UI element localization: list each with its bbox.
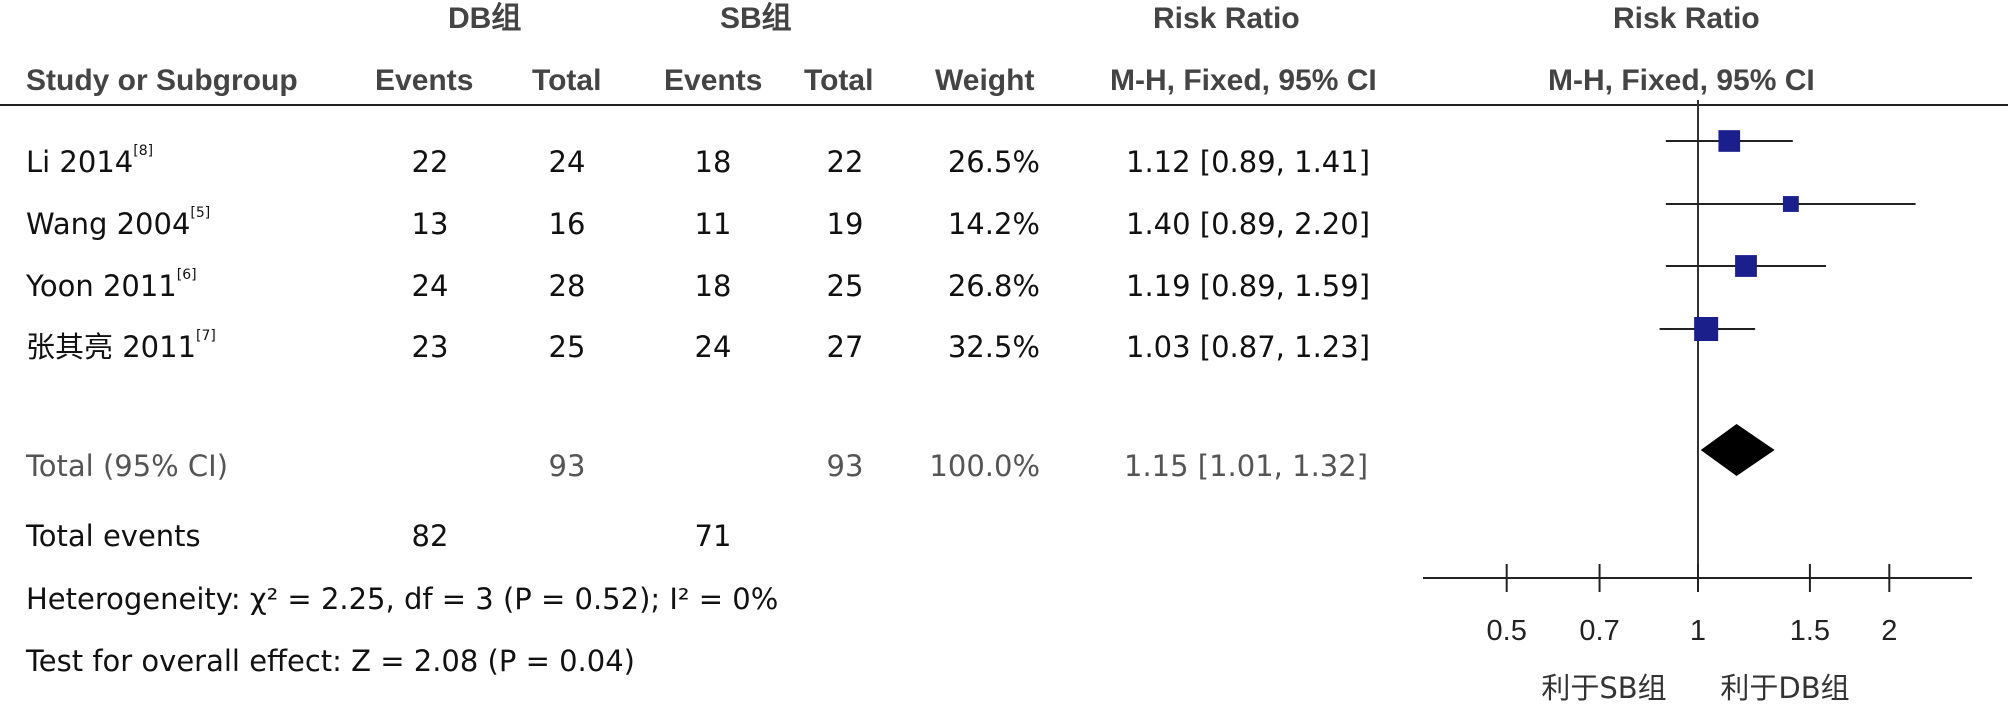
x-tick-label: 1.5: [1790, 615, 1830, 647]
overall-effect-text: Test for overall effect: Z = 2.08 (P = 0…: [26, 644, 635, 678]
study-marker: [1782, 196, 1799, 212]
study-events1: 13: [411, 207, 449, 241]
total-rr: 1.15 [1.01, 1.32]: [1124, 449, 1369, 483]
group2-header: SB组: [720, 2, 792, 35]
study-name: Li 2014[8]: [26, 143, 154, 179]
total-total1: 93: [548, 449, 586, 483]
favors-right-label: 利于DB组: [1720, 671, 1849, 705]
total1-column-header: Total: [532, 64, 602, 97]
weight-column-header: Weight: [935, 64, 1035, 97]
study-column-header: Study or Subgroup: [26, 64, 298, 97]
study-weight: 26.5%: [947, 145, 1040, 179]
study-weight: 26.8%: [947, 269, 1040, 303]
x-axis-ticks: 0.5 0.7 1 1.5 2: [1487, 564, 1897, 647]
study-events2: 18: [694, 145, 732, 179]
study-events1: 23: [411, 330, 449, 364]
study-weight: 14.2%: [947, 207, 1040, 241]
total-events-label: Total events: [26, 519, 201, 553]
events1-column-header: Events: [375, 64, 474, 97]
study-events2: 11: [694, 207, 732, 241]
group1-header: DB组: [448, 2, 522, 35]
total2-column-header: Total: [804, 64, 874, 97]
rr-ci-column-header: M-H, Fixed, 95% CI: [1110, 64, 1377, 97]
x-tick-label: 0.7: [1579, 615, 1619, 647]
header-rule: [0, 104, 2008, 106]
x-tick-label: 1: [1690, 615, 1706, 647]
total-events2: 71: [694, 519, 732, 553]
study-total2: 19: [826, 207, 864, 241]
total-weight: 100.0%: [929, 449, 1040, 483]
study-total1: 24: [548, 145, 586, 179]
study-total1: 28: [548, 269, 586, 303]
study-name: Wang 2004[5]: [26, 205, 211, 241]
total-total2: 93: [826, 449, 864, 483]
study-events2: 18: [694, 269, 732, 303]
study-rr: 1.19 [0.89, 1.59]: [1126, 269, 1371, 303]
study-rr: 1.40 [0.89, 2.20]: [1126, 207, 1371, 241]
events2-column-header: Events: [664, 64, 763, 97]
study-marker: [1718, 130, 1741, 152]
study-events1: 22: [411, 145, 449, 179]
x-tick-label: 0.5: [1487, 615, 1527, 647]
study-name: 张其亮 2011[7]: [26, 328, 216, 364]
total-label: Total (95% CI): [26, 449, 229, 483]
risk-ratio-header: Risk Ratio: [1153, 2, 1300, 35]
study-total1: 16: [548, 207, 586, 241]
plot-ci-header: M-H, Fixed, 95% CI: [1548, 64, 1815, 97]
favors-left-label: 利于SB组: [1541, 671, 1666, 705]
study-total1: 25: [548, 330, 586, 364]
study-events1: 24: [411, 269, 449, 303]
x-tick-label: 2: [1881, 615, 1897, 647]
study-total2: 25: [826, 269, 864, 303]
study-total2: 27: [826, 330, 864, 364]
study-rr: 1.12 [0.89, 1.41]: [1126, 145, 1371, 179]
total-events1: 82: [411, 519, 449, 553]
heterogeneity-text: Heterogeneity: χ² = 2.25, df = 3 (P = 0.…: [26, 582, 779, 616]
study-weight: 32.5%: [947, 330, 1040, 364]
plot-risk-ratio-header: Risk Ratio: [1613, 2, 1760, 35]
study-name: Yoon 2011[6]: [26, 267, 197, 303]
pooled-diamond: [1700, 424, 1775, 476]
study-total2: 22: [826, 145, 864, 179]
study-rr: 1.03 [0.87, 1.23]: [1126, 330, 1371, 364]
study-markers: [1659, 130, 1916, 341]
study-events2: 24: [694, 330, 732, 364]
study-marker: [1735, 255, 1757, 277]
study-marker: [1694, 317, 1719, 341]
